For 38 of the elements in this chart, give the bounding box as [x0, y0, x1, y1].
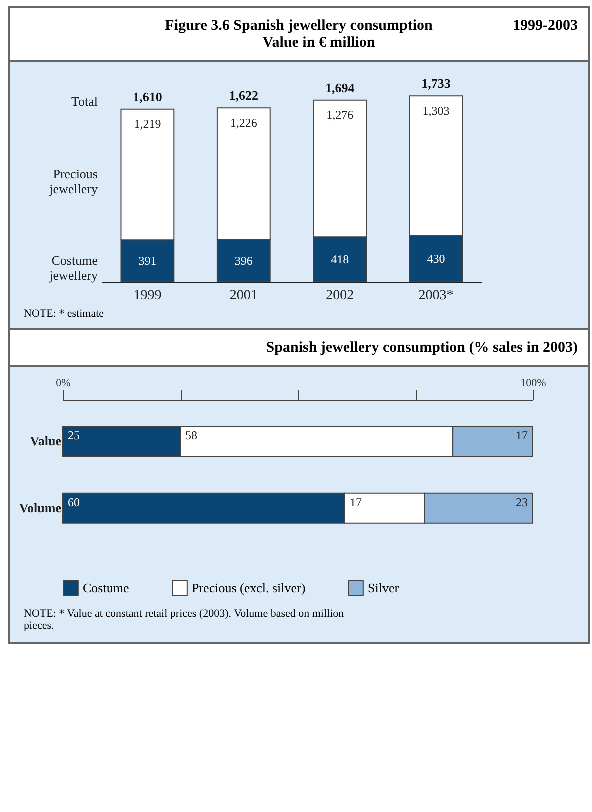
total-label: 1,733	[422, 76, 452, 92]
total-label: 1,622	[229, 88, 259, 104]
data-label: 1,219	[134, 117, 162, 132]
data-label: 1,226	[230, 116, 258, 130]
text: NOTE: * Value at constant retail prices (2003). Volume based on million pieces.	[23, 607, 346, 634]
data-label: 391	[138, 254, 157, 268]
data-label: 17	[516, 428, 528, 443]
chart-title: Figure 3.6 Spanish jewellery consumption	[165, 18, 433, 34]
legend-label: Costume	[83, 580, 130, 596]
data-label: 25	[68, 428, 80, 443]
data-label: 396	[234, 254, 253, 268]
x-tick-label: 0%	[56, 378, 71, 390]
data-label: 17	[350, 495, 362, 510]
text: Total	[71, 94, 98, 109]
text: 1999-2003	[513, 18, 578, 35]
chart-title: Spanish jewellery consumption (% sales in 2003)	[265, 340, 578, 357]
legend-label: Silver	[368, 580, 400, 596]
data-label: 58	[186, 428, 198, 443]
data-label: 430	[427, 252, 446, 266]
chart-subtitle: Value in € million	[262, 35, 376, 52]
series-label: Precious jewellery	[48, 166, 98, 197]
x-tick-label: 100%	[520, 378, 546, 390]
x-tick-label: 2003*	[418, 288, 454, 304]
data-label: 23	[516, 495, 528, 510]
data-label: 1,276	[326, 108, 354, 122]
y-tick-label: Value	[30, 434, 62, 449]
text: NOTE: * estimate	[23, 308, 106, 322]
total-label: 1,694	[325, 80, 356, 96]
total-label: 1,610	[133, 89, 162, 104]
x-tick-label: 1999	[134, 288, 162, 304]
x-tick-label: 2001	[230, 288, 258, 304]
x-tick-label: 2002	[326, 288, 354, 304]
data-label: 418	[331, 252, 350, 267]
legend-label: Precious (excl. silver)	[192, 580, 306, 596]
data-label: 1,303	[422, 104, 450, 118]
data-label: 60	[68, 495, 80, 510]
y-tick-label: Volume	[19, 500, 62, 516]
series-label: Costume jewellery	[48, 253, 98, 284]
